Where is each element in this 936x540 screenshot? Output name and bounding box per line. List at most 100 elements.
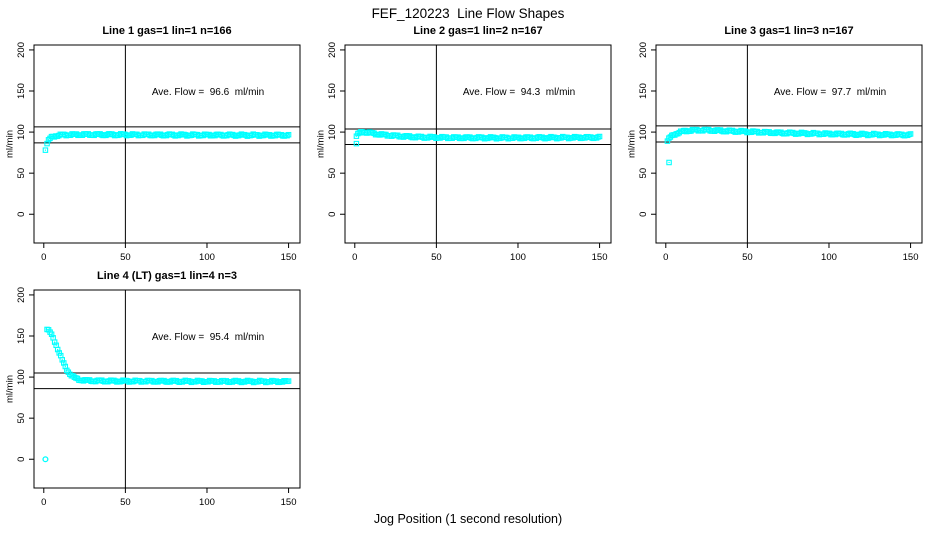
data-point-dot (724, 130, 726, 132)
data-point-dot (565, 136, 567, 138)
data-point-dot (212, 134, 215, 136)
data-point-dot (812, 132, 814, 134)
data-point-dot (253, 381, 255, 384)
data-point-dot (531, 137, 533, 139)
y-tick-label: 100 (638, 124, 649, 140)
data-point-dot (212, 380, 214, 382)
data-point-dot (112, 134, 114, 136)
data-point-dot (759, 132, 761, 134)
data-point-dot (181, 381, 183, 383)
data-point-dot (550, 136, 552, 138)
data-point-dot (64, 365, 66, 368)
data-point-dot (681, 130, 683, 132)
data-point-dot (899, 133, 901, 136)
data-point-dot (507, 138, 509, 140)
data-point-dot (195, 381, 197, 383)
data-point-dot (153, 134, 156, 137)
plot-box (33, 44, 301, 244)
data-point-dot (778, 132, 781, 134)
data-point-dot (771, 132, 773, 134)
data-point-dot (728, 129, 730, 131)
x-tick-label: 150 (281, 497, 297, 508)
data-point-dot (259, 135, 262, 137)
data-point-dot (584, 137, 586, 139)
data-point-dot (93, 380, 95, 382)
data-point-dot (233, 380, 235, 382)
data-point-dot (145, 133, 147, 135)
data-point-dot (360, 131, 362, 133)
data-point-dot (219, 381, 221, 383)
data-point-dot (271, 135, 273, 137)
data-point-dot (96, 133, 98, 135)
data-point-dot (111, 380, 113, 382)
data-point-dot (573, 136, 576, 138)
data-point-dot (206, 134, 209, 136)
data-point-dot (721, 130, 723, 132)
data-point-dot (781, 132, 783, 134)
data-point-dot (700, 130, 702, 132)
data-point-dot (69, 373, 71, 375)
data-point (664, 138, 671, 144)
data-point-dot (251, 134, 253, 136)
panel-1-ave-flow-annotation: Ave. Flow = 96.6 ml/min (151, 87, 265, 98)
data-point-dot (858, 134, 860, 136)
y-tick-label: 200 (16, 287, 27, 303)
data-point-dot (824, 132, 826, 134)
data-point-dot (70, 134, 72, 136)
data-point-dot (793, 132, 795, 134)
data-point (904, 132, 911, 139)
data-point-dot (277, 133, 279, 136)
data-point-dot (134, 379, 136, 381)
data-point-dot (148, 380, 150, 382)
data-point-dot (750, 131, 753, 133)
data-point-dot (140, 381, 142, 383)
data-point-dot (274, 380, 276, 382)
data-point-dot (116, 381, 118, 383)
data-point-dot (694, 129, 697, 131)
data-point-dot (236, 134, 238, 136)
data-point-dot (286, 135, 288, 137)
data-point-dot (458, 137, 461, 139)
y-tick-label: 50 (327, 168, 338, 179)
data-point (71, 374, 78, 380)
data-point-dot (548, 136, 551, 139)
data-point-dot (139, 380, 141, 382)
data-point-dot (441, 136, 443, 138)
data-point-dot (121, 133, 123, 135)
data-point-dot (389, 135, 391, 137)
data-point-dot (697, 130, 699, 132)
data-point-dot (61, 359, 63, 361)
data-point-dot (594, 137, 596, 139)
data-point-dot (158, 380, 161, 382)
data-point-dot (815, 132, 817, 134)
data-point-dot (696, 129, 698, 131)
data-point-dot (120, 133, 122, 135)
data-point-dot (120, 380, 123, 382)
data-point-dot (799, 132, 801, 134)
data-point-dot (271, 379, 273, 382)
x-tick-label: 150 (592, 252, 608, 263)
y-tick-label: 0 (638, 212, 649, 217)
data-point-dot (284, 380, 287, 382)
y-tick-label: 150 (16, 83, 27, 99)
data-point-dot (90, 134, 92, 136)
data-point-dot (512, 137, 514, 139)
data-point-dot (72, 375, 74, 377)
data-point-dot (372, 132, 374, 134)
data-point-dot (237, 135, 240, 137)
data-point-dot (251, 380, 253, 383)
data-point-dot (133, 380, 135, 383)
data-point-dot (262, 134, 265, 137)
data-point-dot (691, 129, 694, 131)
data-point-dot (180, 133, 182, 135)
data-point-dot (684, 129, 686, 132)
x-tick-label: 150 (281, 252, 297, 263)
data-point-dot (128, 134, 131, 136)
data-point-dot (736, 131, 738, 133)
panel-1-plot: 0 50 100 150 0 50 100 150 200 (16, 42, 301, 263)
data-point-dot (598, 135, 601, 138)
data-point-dot (123, 133, 125, 135)
data-point-dot (209, 135, 212, 137)
data-point-dot (92, 380, 94, 383)
data-point-dot (741, 130, 744, 132)
